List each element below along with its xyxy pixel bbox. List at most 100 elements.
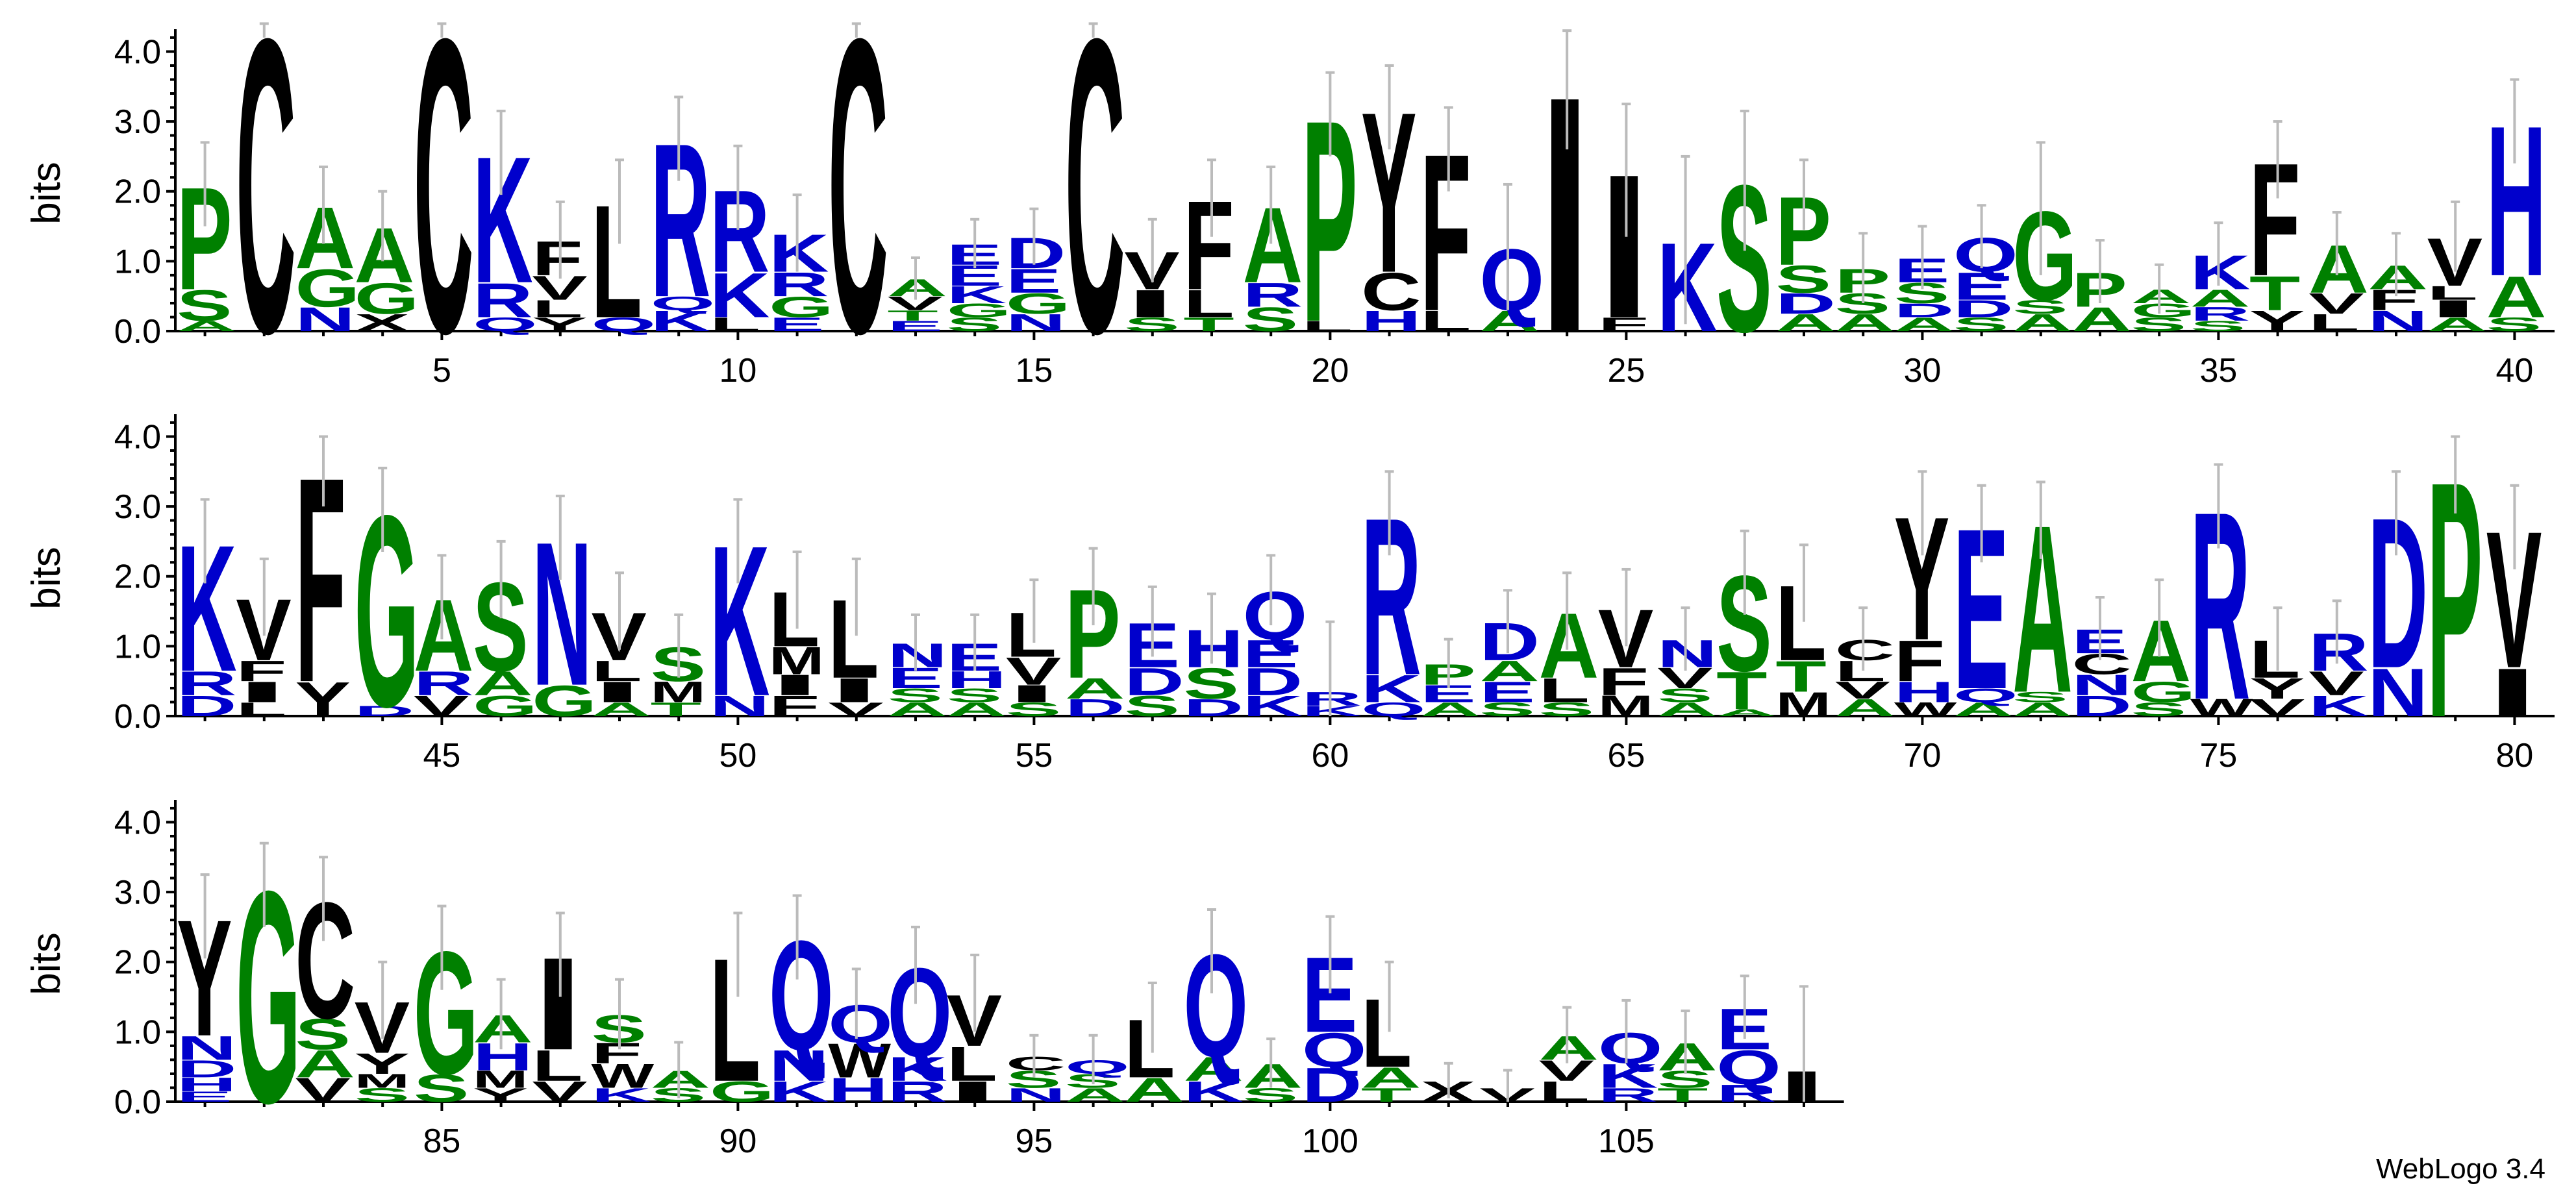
- logo-letter: M: [651, 675, 706, 708]
- logo-letter: K: [591, 1084, 651, 1106]
- logo-letter: S: [1539, 699, 1595, 721]
- logo-letter: D: [1894, 299, 1955, 321]
- logo-letter: R: [769, 265, 829, 303]
- logo-letter: K: [1598, 1057, 1658, 1095]
- logo-letter: Y: [2249, 673, 2305, 705]
- logo-letter: S: [177, 280, 232, 330]
- y-axis-label: bits: [24, 162, 69, 224]
- y-tick-label: 0.0: [114, 1084, 161, 1121]
- logo-letter: F: [591, 1037, 642, 1069]
- logo-letter: F: [1420, 108, 1471, 358]
- logo-letter: I: [1539, 27, 1592, 403]
- logo-letter: D: [1065, 694, 1125, 721]
- logo-letter: S: [2131, 699, 2187, 721]
- logo-letter: N: [1657, 632, 1718, 676]
- logo-letter: E: [1479, 676, 1535, 708]
- logo-letter: A: [2012, 476, 2073, 743]
- logo-letter: R: [887, 1076, 947, 1108]
- logo-letter: I: [1006, 680, 1058, 707]
- logo-letter: I: [236, 676, 288, 708]
- logo-letter: A: [355, 212, 415, 299]
- logo-letter: K: [947, 281, 1007, 308]
- logo-letter: H: [828, 1071, 888, 1109]
- logo-letter: L: [1420, 305, 1471, 338]
- logo-letter: R: [414, 664, 474, 702]
- logo-letter: N: [532, 500, 592, 728]
- logo-letter: A: [2131, 602, 2192, 700]
- x-tick-label: 70: [1903, 737, 1941, 775]
- y-tick-label: 3.0: [114, 874, 161, 911]
- logo-letter: K: [710, 502, 770, 741]
- logo-letter: I: [1775, 1062, 1828, 1111]
- logo-letter: R: [1716, 1080, 1777, 1107]
- logo-letter: W: [828, 1034, 891, 1088]
- logo-letter: R: [2190, 456, 2251, 756]
- logo-letter: L: [236, 699, 286, 721]
- logo-letter: Q: [1598, 1023, 1663, 1072]
- x-tick-label: 60: [1311, 737, 1349, 775]
- logo-letter: V: [414, 690, 469, 723]
- logo-letter: A: [1835, 309, 1895, 336]
- logo-letter: C: [1835, 634, 1895, 667]
- logo-letter: Q: [651, 293, 716, 315]
- logo-letter: A: [1243, 186, 1303, 305]
- logo-letter: A: [295, 1042, 355, 1085]
- logo-letter: G: [414, 915, 479, 1111]
- logo-letter: L: [1006, 600, 1057, 671]
- logo-letter: L: [532, 1041, 582, 1090]
- logo-letter: R: [2308, 622, 2369, 682]
- logo-letter: N: [2071, 669, 2132, 701]
- logo-letter: S: [1657, 684, 1713, 706]
- logo-letter: D: [2368, 474, 2428, 713]
- logo-letter: T: [2249, 266, 2300, 321]
- y-tick-label: 2.0: [114, 944, 161, 982]
- logo-letter: G: [2131, 676, 2196, 708]
- logo-letter: R: [1243, 276, 1303, 314]
- logo-letter: R: [1302, 688, 1362, 710]
- logo-letter: S: [1124, 690, 1180, 723]
- logo-letter: A: [414, 578, 474, 693]
- logo-letter: C: [295, 868, 355, 1054]
- logo-letter: A: [177, 318, 237, 334]
- logo-letter: K: [2308, 690, 2369, 723]
- logo-letter: K: [177, 507, 237, 709]
- logo-letter: A: [2012, 699, 2073, 721]
- logo-letter: S: [355, 1084, 410, 1106]
- logo-letter: L: [2249, 629, 2300, 689]
- logo-letter: D: [1183, 694, 1244, 721]
- x-tick-label: 75: [2199, 737, 2237, 775]
- logo-letter: I: [947, 1075, 999, 1108]
- x-tick-label: 25: [1607, 352, 1645, 390]
- logo-letter: A: [1539, 1029, 1599, 1067]
- logo-letter: E: [769, 314, 825, 336]
- logo-letter: T: [1183, 314, 1234, 336]
- logo-letter: H: [1894, 676, 1955, 708]
- logo-letter: A: [2486, 265, 2547, 330]
- logo-letter: S: [1953, 314, 2009, 336]
- logo-letter: M: [769, 639, 824, 682]
- logo-letter: C: [236, 0, 296, 420]
- logo-letter: S: [2190, 318, 2246, 334]
- logo-letter: S: [947, 314, 1003, 336]
- logo-letter: D: [177, 1056, 237, 1083]
- logo-letter: R: [177, 664, 237, 702]
- logo-letter: D: [2071, 690, 2132, 723]
- logo-letter: E: [887, 318, 943, 334]
- x-tick-label: 55: [1015, 737, 1053, 775]
- x-tick-label: 85: [423, 1122, 460, 1160]
- logo-letter: G: [2131, 299, 2196, 321]
- logo-letter: I: [532, 930, 584, 1078]
- logo-letter: E: [177, 1089, 232, 1105]
- logo-letter: F: [532, 232, 582, 286]
- logo-letter: S: [2131, 314, 2187, 336]
- logo-letter: Q: [473, 314, 538, 336]
- y-tick-label: 3.0: [114, 103, 161, 141]
- logo-letter: A: [1243, 1057, 1303, 1095]
- logo-letter: R: [1361, 472, 1421, 723]
- logo-letter: T: [887, 308, 938, 324]
- logo-letter: G: [532, 676, 597, 726]
- logo-letter: K: [710, 260, 770, 331]
- x-tick-label: 80: [2495, 737, 2533, 775]
- logo-letter: S: [1775, 258, 1831, 301]
- logo-letter: A: [1479, 655, 1540, 688]
